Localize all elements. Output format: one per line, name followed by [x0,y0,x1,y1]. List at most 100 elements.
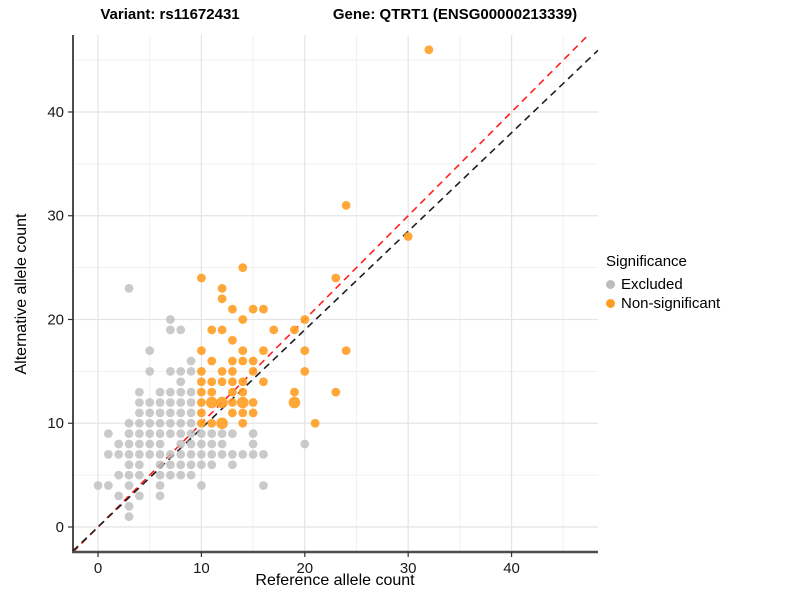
data-point [248,356,258,366]
data-point [207,439,217,449]
data-point [176,439,186,449]
data-point [207,377,217,387]
data-point [197,449,206,459]
data-point [197,429,206,439]
data-point [134,408,144,418]
scatter-points-excluded [93,283,310,522]
data-point [145,418,155,428]
x-tick-label: 30 [400,560,417,577]
data-point [186,356,196,366]
data-point [176,325,186,335]
data-point [197,366,206,376]
data-point [217,449,227,459]
x-tick-label: 40 [503,560,520,577]
variant-title: Variant: rs11672431 [100,6,240,23]
data-point [186,398,196,407]
data-point [300,439,310,449]
data-point [186,387,196,397]
data-point [341,346,351,356]
major-gridlines [73,35,598,552]
data-point [228,335,237,345]
data-point [236,396,249,409]
data-point [217,325,227,335]
gene-title: Gene: QTRT1 (ENSG00000213339) [332,6,578,23]
data-point [300,346,310,356]
data-point [124,501,134,511]
data-point [186,429,196,439]
data-point [186,449,196,459]
data-point [228,429,237,439]
data-point [259,481,268,490]
data-point [165,387,175,397]
data-point [207,460,217,470]
data-point [259,449,268,459]
data-point [403,232,413,241]
data-point [165,315,175,324]
reference-lines [73,35,598,552]
data-point [269,325,279,335]
data-point [331,387,341,397]
data-point [207,387,217,397]
data-point [155,470,165,480]
data-point [165,449,175,459]
data-point [290,325,299,335]
data-point [176,387,186,397]
data-point [228,377,237,387]
data-point [238,356,248,366]
data-point [155,481,165,490]
data-point [103,449,113,459]
data-point [197,439,206,449]
data-point [134,418,144,428]
data-point [238,377,248,387]
data-point [197,418,206,428]
data-point [155,460,165,470]
data-point [216,417,228,430]
data-point [228,398,237,407]
data-point [145,398,155,407]
data-point [217,294,227,304]
legend: Significance Excluded Non-significant [606,253,720,314]
data-point [228,387,237,397]
data-point [155,387,165,397]
data-point [197,387,206,397]
data-point [124,418,134,428]
data-point [248,398,258,407]
y-tick-label: 40 [47,104,64,121]
data-point [197,346,206,356]
data-point [103,481,113,490]
data-point [259,304,268,314]
data-point [238,315,248,324]
data-point [124,283,134,293]
data-point [134,439,144,449]
data-point [248,439,258,449]
data-point [155,439,165,449]
data-point [186,460,196,470]
identity-line [73,35,590,552]
data-point [197,481,206,490]
data-point [155,491,165,501]
data-point [424,45,434,55]
data-point [145,439,155,449]
data-point [248,366,258,376]
x-tick-label: 20 [296,560,313,577]
data-point [217,429,227,439]
data-point [155,449,165,459]
data-point [216,396,228,409]
data-point [238,418,248,428]
data-point [238,449,248,459]
data-point [341,200,351,210]
data-point [145,429,155,439]
data-point [155,408,165,418]
data-point [207,429,217,439]
data-point [155,429,165,439]
data-point [310,418,320,428]
data-point [114,470,124,480]
data-point [238,387,248,397]
data-point [124,449,134,459]
data-point [124,470,134,480]
data-point [186,470,196,480]
data-point [134,491,144,501]
non-significant-dot-icon [606,299,615,308]
